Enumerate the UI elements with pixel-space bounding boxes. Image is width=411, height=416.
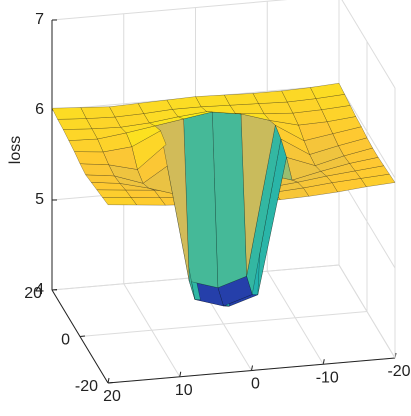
z-axis-label: loss	[7, 136, 24, 164]
surface-patch	[79, 163, 115, 177]
surface-patch	[57, 118, 93, 130]
y-tick-label: 20	[24, 285, 42, 302]
tick-mark	[79, 335, 86, 337]
surface-patch	[74, 151, 110, 166]
axis-line	[51, 289, 109, 384]
surface-patch	[101, 197, 138, 206]
surface-patch	[80, 106, 116, 119]
tick-mark	[179, 371, 182, 377]
z-tick-label: 6	[35, 101, 44, 118]
z-tick-label: 5	[35, 191, 44, 208]
x-tick-label: -10	[316, 369, 339, 386]
grid-line	[79, 311, 368, 337]
x-tick-label: 10	[175, 382, 193, 399]
surface-patch	[85, 116, 122, 130]
z-tick-label: 4	[35, 281, 44, 298]
surface-patch	[212, 111, 247, 289]
tick-mark	[51, 289, 58, 291]
tick-mark	[322, 359, 325, 365]
surface-patch	[223, 93, 259, 106]
x-tick-label: 20	[103, 388, 121, 405]
surface-patch	[51, 107, 87, 120]
surface-patch	[68, 138, 104, 153]
x-tick-label: 0	[251, 376, 260, 393]
axis-line	[107, 357, 396, 384]
surface-patch	[62, 128, 98, 141]
y-tick-label: -20	[75, 378, 98, 395]
tick-mark	[107, 377, 110, 384]
z-tick-label: 7	[35, 11, 44, 28]
surface-patch	[258, 101, 294, 115]
surface-patch	[195, 94, 231, 108]
x-tick-label: -20	[387, 363, 410, 380]
surface-patch	[166, 96, 202, 110]
tick-mark	[251, 365, 253, 371]
surface-patch	[252, 90, 288, 104]
surface-patch	[96, 189, 132, 198]
y-tick-label: 0	[61, 332, 70, 349]
